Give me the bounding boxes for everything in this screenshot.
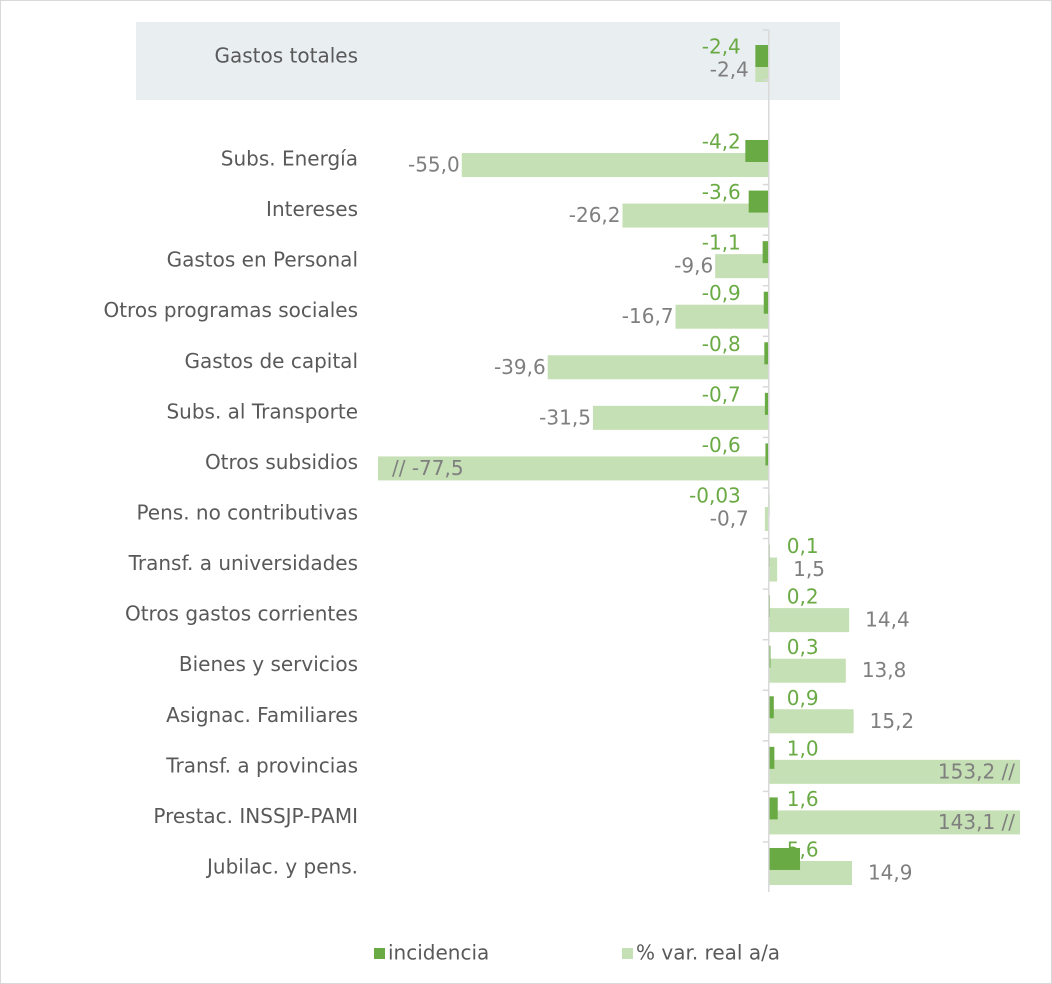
data-label: 143,1 // (938, 810, 1015, 834)
bar (715, 254, 769, 279)
category-label: Gastos de capital (184, 349, 358, 373)
bar (764, 506, 769, 531)
category-label: Otros subsidios (205, 450, 358, 474)
bar (768, 696, 774, 719)
data-label: 5,6 (787, 837, 819, 861)
category-label: Intereses (266, 197, 358, 221)
highlight-box (136, 22, 840, 100)
category-label: Gastos totales (215, 44, 359, 68)
data-label: -2,4 (710, 58, 749, 82)
data-label: -55,0 (408, 153, 460, 177)
bar (675, 304, 769, 329)
data-label: -9,6 (674, 254, 713, 278)
data-label: -16,7 (622, 304, 674, 328)
bar (768, 797, 778, 820)
data-label: -0,7 (702, 382, 741, 406)
data-label: 14,4 (865, 608, 910, 632)
category-label: Otros gastos corrientes (125, 602, 358, 626)
legend-swatch (622, 948, 633, 959)
category-label: Gastos en Personal (167, 248, 358, 272)
data-label: 153,2 // (938, 759, 1015, 783)
data-label: 14,9 (868, 860, 913, 884)
category-label: Pens. no contributivas (136, 500, 358, 524)
bar (755, 45, 769, 67)
bar (768, 658, 846, 683)
bar (768, 847, 801, 870)
data-label: 0,2 (787, 585, 819, 609)
category-label: Jubilac. y pens. (205, 854, 358, 878)
bar (592, 405, 769, 430)
bar (768, 746, 775, 769)
data-label: -39,6 (494, 355, 546, 379)
data-label: 15,2 (870, 709, 915, 733)
bars (378, 45, 1020, 885)
data-label: 1,5 (793, 557, 825, 581)
data-label: -3,6 (702, 180, 741, 204)
data-label: -0,9 (702, 281, 741, 305)
legend-swatch (374, 948, 385, 959)
data-label: -26,2 (569, 203, 621, 227)
data-label: -1,1 (702, 231, 741, 255)
data-label: // -77,5 (392, 456, 464, 480)
category-label: Otros programas sociales (103, 298, 358, 322)
data-label: 0,3 (787, 635, 819, 659)
category-label: Subs. Energía (221, 147, 358, 171)
bar (748, 190, 769, 213)
category-label: Transf. a universidades (128, 551, 358, 575)
bar (768, 709, 854, 734)
bar (622, 203, 769, 228)
bar (768, 810, 1020, 835)
data-label: 1,0 (787, 736, 819, 760)
bar (461, 153, 769, 177)
data-label: -31,5 (539, 405, 591, 429)
category-label: Prestac. INSSJP-PAMI (153, 804, 358, 828)
bar (768, 608, 850, 633)
bar (378, 456, 769, 481)
data-label: 1,6 (787, 787, 819, 811)
bar (765, 443, 769, 466)
bar (763, 291, 769, 314)
data-label: -0,8 (702, 332, 741, 356)
data-label: 13,8 (862, 658, 907, 682)
data-label: -2,4 (702, 35, 741, 59)
bar (768, 759, 1020, 784)
data-label: 0,9 (787, 686, 819, 710)
data-label: -0,03 (689, 483, 741, 507)
bar (745, 140, 769, 162)
bar (764, 392, 769, 415)
data-label: -0,7 (710, 506, 749, 530)
category-label: Subs. al Transporte (166, 399, 358, 423)
category-label: Transf. a provincias (165, 753, 358, 777)
legend-label: % var. real a/a (636, 941, 780, 965)
bar (764, 342, 769, 365)
category-label: Asignac. Familiares (166, 703, 358, 727)
data-label: -4,2 (702, 130, 741, 154)
bar (762, 241, 769, 264)
bar (768, 645, 771, 668)
category-label: Bienes y servicios (179, 652, 358, 676)
bar (547, 355, 769, 380)
bar (768, 557, 778, 582)
data-label: -0,6 (702, 433, 741, 457)
legend-label: incidencia (388, 941, 489, 965)
data-label: 0,1 (787, 534, 819, 558)
